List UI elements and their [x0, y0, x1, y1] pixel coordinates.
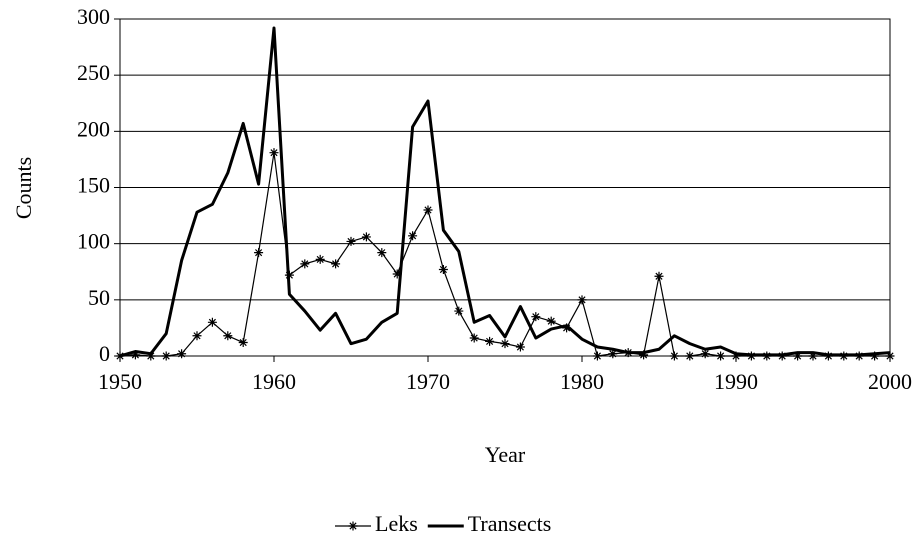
- x-tick-label: 1990: [714, 369, 758, 394]
- data-point: [238, 338, 248, 348]
- y-tick-label: 150: [77, 173, 110, 198]
- y-axis-label: Counts: [11, 157, 36, 219]
- data-point: [331, 259, 341, 269]
- data-point: [408, 231, 418, 241]
- data-point: [438, 265, 448, 275]
- y-tick-label: 0: [99, 341, 110, 366]
- data-point: [315, 254, 325, 264]
- plot-frame: [119, 18, 891, 357]
- series-line: [119, 152, 890, 357]
- data-point: [577, 295, 587, 305]
- series-line: [119, 26, 891, 358]
- data-point: [146, 351, 156, 361]
- data-point: [130, 350, 140, 360]
- data-point: [485, 336, 495, 346]
- data-point: [223, 331, 233, 341]
- data-point: [716, 351, 726, 361]
- legend-label: Leks: [375, 511, 418, 536]
- data-point: [669, 351, 679, 361]
- data-point: [793, 351, 803, 361]
- data-point: [254, 248, 264, 258]
- data-point: [423, 205, 433, 215]
- x-axis-label: Year: [485, 442, 526, 467]
- x-tick-label: 1980: [560, 369, 604, 394]
- data-point: [377, 248, 387, 258]
- y-tick-label: 200: [77, 116, 110, 141]
- data-point: [392, 269, 402, 279]
- data-point: [592, 351, 602, 361]
- y-tick-label: 300: [77, 4, 110, 29]
- y-tick-label: 100: [77, 229, 110, 254]
- data-point: [161, 351, 171, 361]
- data-point: [469, 333, 479, 343]
- x-tick-label: 2000: [868, 369, 912, 394]
- data-point: [346, 236, 356, 246]
- data-point: [700, 349, 710, 359]
- data-point: [531, 312, 541, 322]
- data-point: [870, 351, 880, 361]
- data-point: [192, 331, 202, 341]
- x-tick-label: 1960: [252, 369, 296, 394]
- y-tick-label: 50: [88, 285, 110, 310]
- data-point: [654, 271, 664, 281]
- data-point: [562, 323, 572, 333]
- data-point: [361, 232, 371, 242]
- data-point: [639, 350, 649, 360]
- data-point: [177, 349, 187, 359]
- data-point: [546, 316, 556, 326]
- data-point: [454, 306, 464, 316]
- data-point: [500, 339, 510, 349]
- data-point: [685, 351, 695, 361]
- data-point: [207, 317, 217, 327]
- data-point: [885, 351, 895, 361]
- data-point: [269, 148, 279, 158]
- data-point: [608, 349, 618, 359]
- x-tick-label: 1950: [98, 369, 142, 394]
- y-tick-label: 250: [77, 60, 110, 85]
- legend-marker: [348, 521, 358, 531]
- data-point: [515, 342, 525, 352]
- data-point: [300, 259, 310, 269]
- legend-label: Transects: [468, 511, 552, 536]
- x-tick-label: 1970: [406, 369, 450, 394]
- data-point: [731, 351, 741, 361]
- data-point: [808, 351, 818, 361]
